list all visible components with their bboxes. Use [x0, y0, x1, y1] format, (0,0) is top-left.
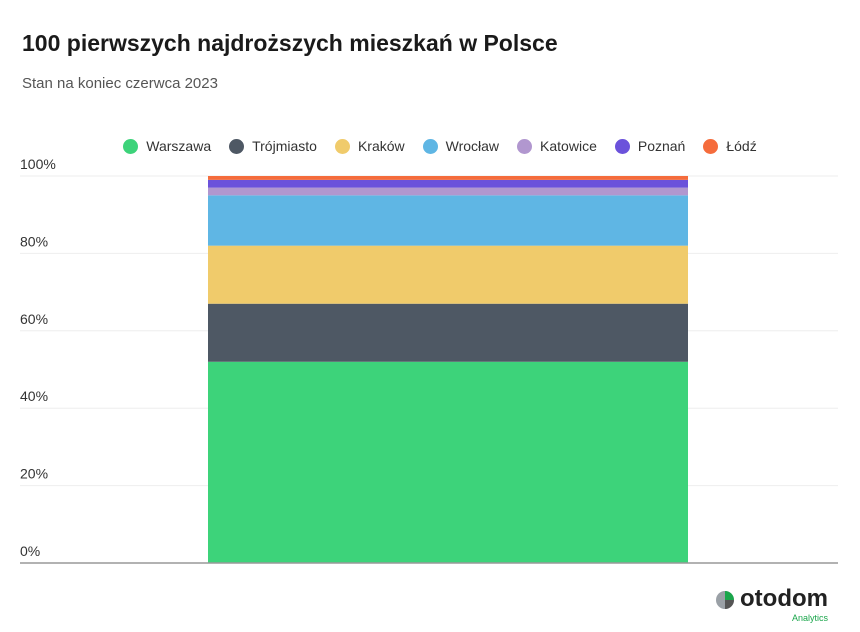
chart-title: 100 pierwszych najdroższych mieszkań w P… — [22, 30, 558, 56]
legend-item[interactable]: Kraków — [334, 138, 405, 154]
legend-label: Trójmiasto — [252, 138, 317, 154]
legend-label: Łódź — [726, 138, 757, 154]
legend-label: Warszawa — [146, 138, 212, 154]
bar-segment-katowice[interactable] — [208, 187, 688, 196]
legend-label: Poznań — [637, 138, 686, 154]
y-tick-label: 40% — [20, 388, 48, 404]
legend-label: Wrocław — [445, 138, 500, 154]
legend-dot — [123, 138, 139, 154]
legend-dot — [703, 138, 719, 154]
legend-item[interactable]: Łódź — [703, 138, 757, 154]
legend-dot — [334, 138, 350, 154]
bar-segment-kraków[interactable] — [208, 245, 688, 304]
y-tick-label: 80% — [20, 233, 48, 249]
legend: Warszawa Trójmiasto Kraków Wrocław Katowice P… — [0, 138, 860, 154]
chart-subtitle: Stan na koniec czerwca 2023 — [22, 75, 218, 92]
logo-name: otodom — [740, 585, 828, 612]
y-tick-label: 100% — [20, 156, 56, 172]
logo-sub: Analytics — [791, 613, 828, 623]
logo-icon — [716, 591, 734, 609]
y-tick-label: 0% — [20, 543, 40, 559]
legend-dot — [422, 138, 438, 154]
legend-label: Katowice — [540, 138, 597, 154]
legend-item[interactable]: Poznań — [614, 138, 686, 154]
otodom-logo: otodom Analytics — [714, 585, 828, 623]
y-tick-label: 60% — [20, 311, 48, 327]
y-tick-label: 20% — [20, 466, 48, 482]
legend-dot — [517, 138, 533, 154]
bar-segment-warszawa[interactable] — [208, 361, 688, 563]
legend-label: Kraków — [357, 138, 405, 154]
legend-item[interactable]: Katowice — [517, 138, 597, 154]
bar-segment-łódź[interactable] — [208, 176, 688, 180]
bar-segment-wrocław[interactable] — [208, 195, 688, 246]
legend-item[interactable]: Trójmiasto — [229, 138, 317, 154]
bar-segment-trójmiasto[interactable] — [208, 303, 688, 362]
legend-dot — [229, 138, 245, 154]
legend-item[interactable]: Wrocław — [422, 138, 500, 154]
legend-item[interactable]: Warszawa — [123, 138, 211, 154]
legend-dot — [614, 138, 630, 154]
bar-segment-poznań[interactable] — [208, 179, 688, 188]
